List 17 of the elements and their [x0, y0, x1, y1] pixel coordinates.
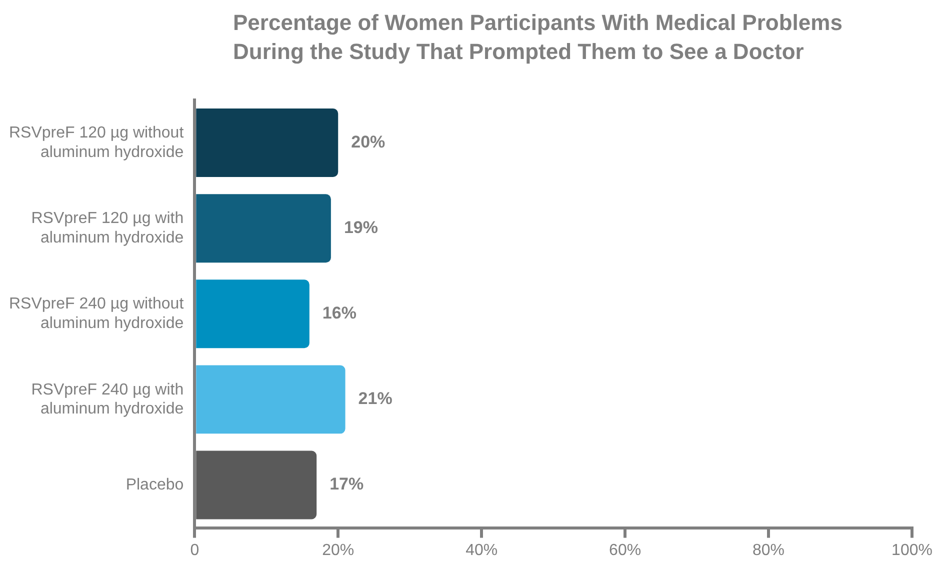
x-tick-label: 0: [190, 542, 200, 559]
y-tick-label: RSVpreF 240 µg with aluminum hydroxide: [31, 381, 184, 418]
data-label: 16%: [322, 304, 356, 323]
x-tick-label: 40%: [466, 542, 498, 559]
data-label: 20%: [351, 132, 386, 152]
x-tick-label: 60%: [609, 542, 642, 559]
chart-title: Percentage of Women Participants With Medical Problems During the Study That Prompted Them to See a Doctor: [233, 9, 844, 66]
x-tick-label: 20%: [322, 542, 354, 559]
y-tick-label: RSVpreF 120 µg with aluminum hydroxide: [31, 210, 184, 246]
data-label: 17%: [330, 474, 364, 494]
data-label: 19%: [344, 218, 378, 238]
x-tick-label: 80%: [752, 542, 785, 559]
y-tick-label: RSVpreF 120 µg without aluminum hydroxide: [9, 124, 184, 161]
x-tick-label: 100%: [892, 542, 932, 559]
y-tick-label: RSVpreF 240 µg without aluminum hydroxide: [9, 296, 184, 332]
y-tick-label: Placebo: [126, 476, 184, 494]
data-label: 21%: [358, 389, 392, 408]
